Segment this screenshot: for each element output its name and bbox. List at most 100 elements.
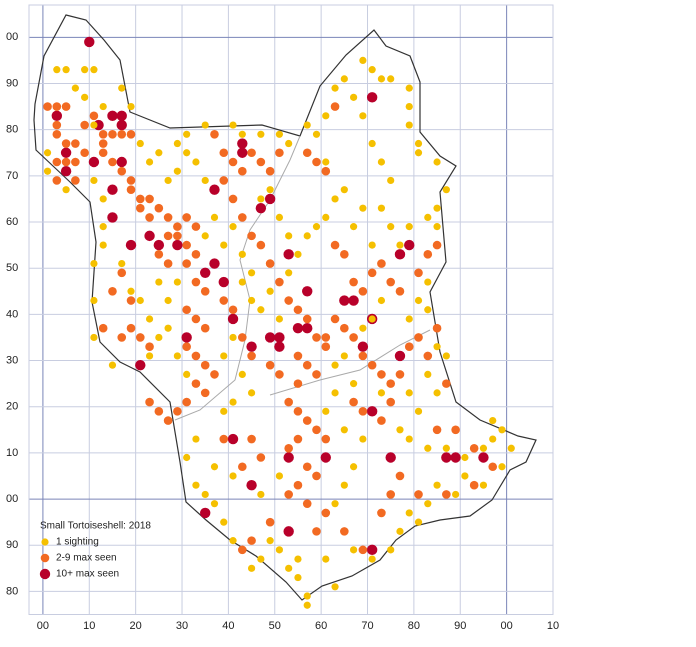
sighting-dot bbox=[414, 518, 423, 526]
sighting-dot bbox=[107, 110, 118, 122]
sighting-dot bbox=[62, 186, 70, 194]
sighting-dot bbox=[183, 370, 191, 378]
sighting-dot bbox=[164, 324, 172, 332]
sighting-dot bbox=[182, 213, 191, 222]
sighting-dot bbox=[90, 176, 98, 185]
sighting-dot bbox=[312, 157, 321, 167]
sighting-dot bbox=[210, 129, 219, 139]
sighting-dot bbox=[414, 139, 423, 148]
sighting-dot bbox=[265, 166, 275, 176]
sighting-dot bbox=[396, 241, 404, 249]
sighting-dot bbox=[349, 397, 358, 407]
legend-label: 2-9 max seen bbox=[56, 553, 117, 564]
sighting-dot bbox=[135, 194, 145, 204]
sighting-dot bbox=[312, 471, 321, 481]
sighting-dot bbox=[405, 223, 413, 231]
sighting-dot bbox=[285, 139, 293, 148]
x-tick-label: 20 bbox=[130, 620, 142, 632]
sighting-dot bbox=[117, 268, 127, 278]
sighting-dot bbox=[229, 121, 237, 129]
sighting-dot bbox=[238, 166, 247, 176]
sighting-dot bbox=[404, 342, 414, 351]
sighting-dot bbox=[424, 500, 432, 508]
sighting-dot bbox=[229, 537, 237, 545]
sighting-dot bbox=[368, 315, 376, 323]
sighting-dot bbox=[220, 352, 228, 360]
sighting-dot bbox=[377, 389, 386, 397]
sighting-dot bbox=[433, 158, 441, 166]
sighting-dot bbox=[145, 194, 154, 204]
sighting-dot bbox=[116, 156, 127, 168]
sighting-dot bbox=[98, 139, 108, 148]
sighting-dot bbox=[127, 287, 135, 295]
sighting-dot bbox=[99, 223, 107, 231]
legend: Small Tortoiseshell: 2018 1 sighting 2-9 … bbox=[39, 521, 151, 580]
sighting-dot bbox=[395, 286, 405, 296]
sighting-dot bbox=[61, 102, 71, 111]
sighting-dot bbox=[293, 351, 303, 361]
sighting-dot bbox=[377, 259, 386, 268]
sighting-dot bbox=[312, 370, 321, 379]
sighting-dot bbox=[145, 352, 154, 360]
x-tick-label: 40 bbox=[222, 620, 234, 632]
sighting-dot bbox=[153, 239, 165, 251]
sighting-dot bbox=[266, 287, 274, 295]
legend-label: 10+ max seen bbox=[56, 569, 119, 580]
sighting-dot bbox=[136, 296, 144, 305]
sighting-dot bbox=[274, 341, 285, 352]
sighting-dot bbox=[285, 564, 293, 572]
sighting-dot bbox=[331, 583, 339, 591]
x-tick-label: 80 bbox=[408, 620, 420, 632]
sighting-dot bbox=[433, 204, 441, 212]
sighting-dot bbox=[257, 130, 265, 138]
sighting-dot bbox=[414, 407, 423, 415]
sighting-dot bbox=[257, 195, 265, 203]
sighting-dot bbox=[238, 130, 246, 138]
sighting-dot bbox=[125, 239, 137, 251]
sighting-dot bbox=[386, 277, 395, 287]
sighting-dot bbox=[284, 397, 293, 407]
sighting-dot bbox=[442, 352, 450, 360]
sighting-dot bbox=[90, 121, 98, 129]
sighting-dot bbox=[366, 544, 378, 556]
sighting-dot bbox=[396, 527, 404, 535]
sighting-dot bbox=[293, 379, 303, 388]
sighting-dot bbox=[173, 231, 182, 241]
sighting-dot bbox=[107, 184, 118, 195]
sighting-dot bbox=[368, 139, 376, 148]
sighting-dot bbox=[201, 121, 209, 129]
sighting-dot bbox=[210, 463, 219, 471]
sighting-dot bbox=[229, 333, 237, 342]
sighting-dot bbox=[80, 120, 89, 130]
sighting-dot bbox=[237, 147, 248, 158]
legend-swatch bbox=[39, 568, 51, 580]
sighting-dot bbox=[238, 278, 246, 286]
sighting-dot bbox=[285, 269, 293, 277]
sighting-dot bbox=[200, 507, 211, 519]
sighting-dot bbox=[266, 186, 274, 194]
sighting-dot bbox=[414, 149, 423, 157]
sighting-dot bbox=[219, 296, 229, 305]
sighting-dot bbox=[228, 157, 238, 167]
sighting-dot bbox=[257, 490, 265, 499]
sighting-dot bbox=[90, 66, 98, 74]
sighting-dot bbox=[200, 323, 210, 333]
sighting-dot bbox=[387, 546, 395, 554]
sighting-dot bbox=[275, 546, 284, 554]
sighting-dot bbox=[247, 296, 256, 305]
sighting-dot bbox=[172, 239, 183, 251]
sighting-dot bbox=[303, 121, 311, 129]
sighting-dot bbox=[155, 149, 163, 157]
sighting-dot bbox=[264, 332, 276, 343]
sighting-dot bbox=[423, 250, 433, 259]
sighting-dot bbox=[331, 389, 339, 397]
sighting-dot bbox=[210, 370, 219, 379]
sighting-dot bbox=[340, 426, 348, 434]
sighting-dot bbox=[414, 333, 423, 342]
sighting-dot bbox=[43, 167, 52, 175]
sighting-dot bbox=[424, 306, 432, 314]
sighting-dot bbox=[229, 223, 237, 231]
sighting-dot bbox=[127, 102, 135, 111]
legend-swatch bbox=[41, 538, 49, 546]
sighting-dot bbox=[126, 323, 136, 333]
